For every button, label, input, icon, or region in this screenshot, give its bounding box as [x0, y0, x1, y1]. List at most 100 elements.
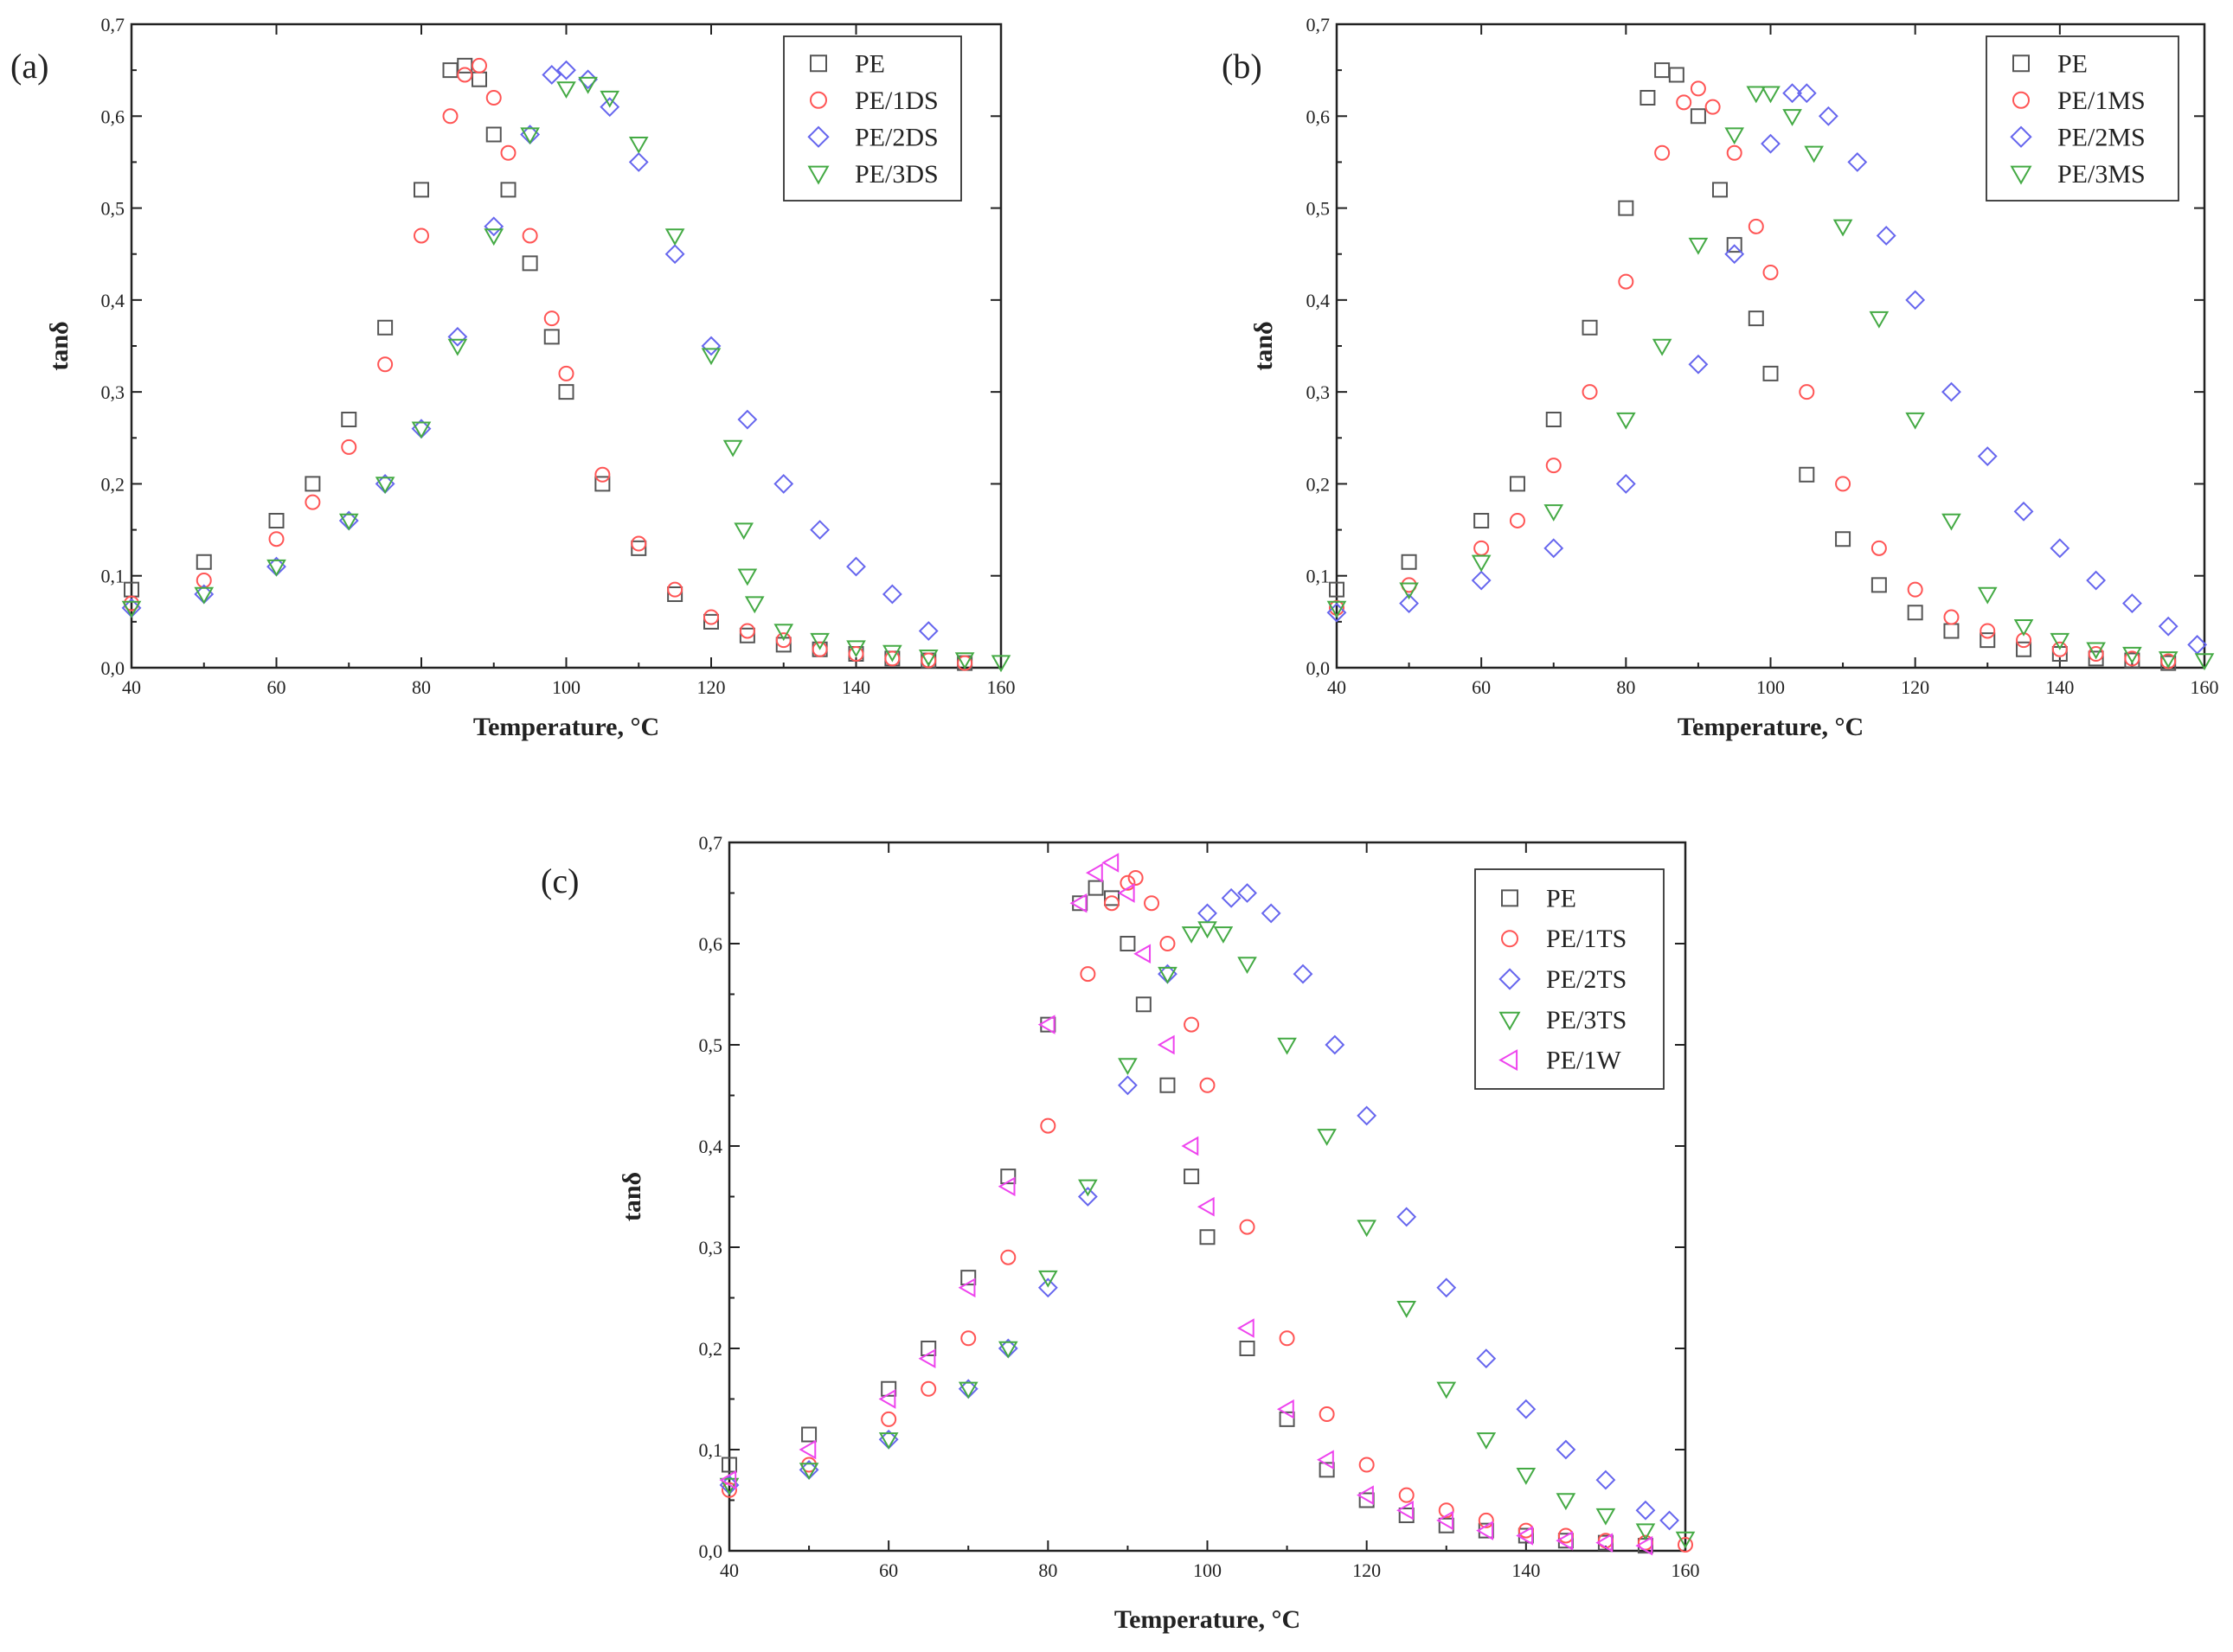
y-tick-label: 0,6	[699, 933, 723, 955]
y-tick-label: 0,4	[101, 290, 125, 311]
data-point	[1595, 1470, 1616, 1490]
data-point	[1398, 1487, 1415, 1503]
data-point	[1120, 874, 1136, 891]
y-tick-label: 0,3	[101, 381, 125, 403]
data-point	[411, 421, 432, 439]
y-tick-label: 0,1	[699, 1439, 723, 1461]
data-point	[1184, 1169, 1200, 1185]
data-point	[1120, 936, 1136, 951]
data-point	[594, 476, 611, 492]
data-point	[600, 97, 620, 118]
data-point	[703, 609, 719, 625]
data-point	[522, 255, 538, 272]
data-point	[377, 319, 394, 336]
data-point	[1144, 895, 1160, 912]
legend-marker	[1498, 1049, 1518, 1072]
data-point	[921, 1380, 937, 1397]
data-point	[810, 632, 830, 650]
data-point	[1037, 1277, 1058, 1298]
data-point	[543, 329, 560, 345]
data-point	[1159, 936, 1176, 951]
data-point	[1595, 1533, 1614, 1553]
data-point	[1197, 1196, 1215, 1217]
data-point	[1545, 458, 1562, 474]
x-tick-label: 40	[1327, 676, 1346, 698]
data-point	[2050, 538, 2070, 559]
data-point	[1980, 623, 1996, 639]
data-point	[1678, 1536, 1693, 1553]
data-point	[1085, 862, 1103, 883]
y-tick-label: 0,6	[101, 106, 125, 127]
data-point	[341, 412, 357, 428]
x-tick-label: 60	[1472, 676, 1491, 698]
data-point	[667, 586, 683, 602]
panel-label: (a)	[10, 47, 48, 86]
data-point	[1358, 1492, 1375, 1508]
data-point	[1724, 127, 1745, 145]
x-tick-label: 160	[1672, 1559, 1700, 1581]
y-tick-label: 0,7	[1306, 14, 1331, 35]
y-tick-label: 0,2	[101, 473, 125, 495]
data-point	[1237, 883, 1257, 903]
data-point	[1159, 1077, 1176, 1093]
data-point	[1037, 1015, 1056, 1034]
data-point	[1796, 83, 1817, 104]
data-point	[1615, 474, 1636, 494]
data-point	[2088, 646, 2104, 663]
data-point	[266, 559, 286, 577]
data-point	[882, 644, 902, 663]
data-point	[484, 216, 504, 237]
data-point	[1516, 1399, 1537, 1419]
data-point	[442, 108, 459, 125]
series-pe-2ms	[1326, 83, 2208, 655]
legend-label: PE	[1546, 884, 1576, 912]
data-point	[667, 581, 683, 598]
y-tick-label: 0,5	[101, 198, 125, 220]
legend-marker	[1498, 968, 1521, 990]
legend-label: PE/2MS	[2057, 123, 2146, 151]
data-point	[1616, 412, 1636, 430]
data-point	[1762, 365, 1779, 381]
data-point	[1905, 290, 1926, 311]
y-tick-label: 0,0	[101, 657, 125, 679]
data-point	[1654, 144, 1671, 161]
data-point	[2122, 593, 2142, 614]
x-axis-label: Temperature, °C	[1114, 1605, 1300, 1634]
data-point	[1239, 1341, 1255, 1356]
data-point	[1870, 577, 1887, 593]
data-point	[1088, 880, 1104, 896]
data-point	[2158, 651, 2178, 669]
data-point	[1835, 476, 1851, 492]
x-axis-label: Temperature, °C	[473, 713, 659, 741]
data-point	[1509, 476, 1525, 492]
legend-marker	[2010, 165, 2032, 185]
legend: PE PE/1MS PE/2MS PE/3MS	[1986, 35, 2179, 202]
data-point	[600, 90, 620, 108]
y-axis-label: tanδ	[618, 1172, 646, 1221]
legend-label: PE/1MS	[2057, 86, 2146, 115]
x-tick-label: 80	[1616, 676, 1635, 698]
data-point	[1556, 1530, 1574, 1551]
legend-marker	[2012, 91, 2030, 109]
data-point	[1135, 996, 1152, 1013]
data-point	[1197, 921, 1217, 939]
data-point	[1639, 90, 1656, 106]
data-point	[775, 637, 792, 653]
data-point	[1326, 602, 1347, 623]
y-tick-label: 0,7	[101, 14, 125, 35]
data-point	[1835, 531, 1851, 547]
data-point	[991, 655, 1011, 673]
legend-marker	[810, 91, 827, 109]
data-point	[2158, 616, 2178, 637]
data-point	[631, 540, 647, 556]
data-point	[1582, 319, 1598, 336]
data-point	[1399, 593, 1419, 614]
data-point	[472, 57, 487, 74]
data-point	[1438, 1517, 1454, 1534]
data-point	[1436, 1381, 1457, 1399]
data-point	[1317, 1129, 1337, 1146]
data-point	[799, 1463, 819, 1481]
data-point	[1804, 145, 1824, 163]
data-point	[664, 228, 685, 247]
